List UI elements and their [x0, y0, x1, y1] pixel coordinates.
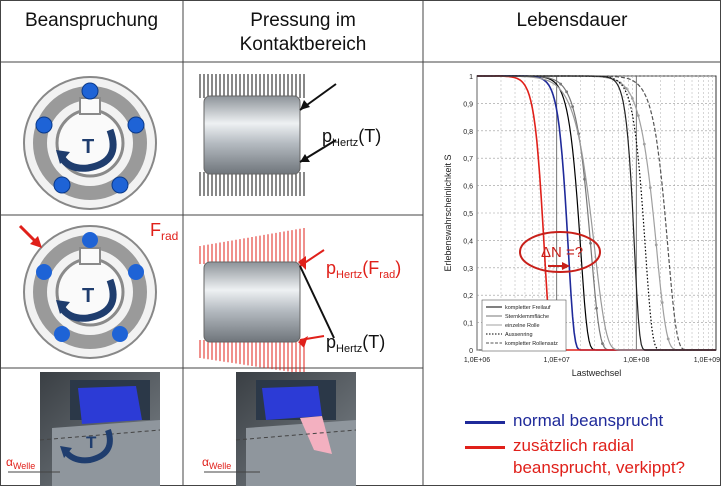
series-point [571, 105, 574, 109]
roller-ball [36, 264, 52, 280]
roller-ball [53, 176, 71, 194]
delta-n-annotation [519, 231, 601, 273]
header-lebensdauer: Lebensdauer [516, 10, 628, 31]
x-tick-label: 1,0E+07 [544, 357, 570, 364]
roller-ball [54, 326, 70, 342]
survival-chart: 0 0,1 0,2 0,3 0,4 0,5 0,6 0,7 0,8 0,9 1 1,0E+06 1,0E… [443, 74, 720, 378]
roller-pressure-normal [199, 74, 337, 196]
torque-arrow-icon [59, 278, 117, 322]
roller-ball [111, 176, 129, 194]
y-tick-label: 0,8 [463, 129, 473, 136]
y-tick-label: 0,7 [463, 156, 473, 163]
y-tick-label: 0,3 [463, 266, 473, 273]
legend-normal-swatch [465, 421, 505, 424]
p-hertz-t-label-top: pHertz(T) [322, 126, 381, 149]
roller-ball [127, 116, 145, 134]
chart-legend-entry: kompletter Freilauf [505, 305, 551, 311]
roller-ball [82, 232, 98, 248]
torque-label: T [82, 136, 94, 158]
series-point [559, 82, 563, 86]
legend-normal-text: normal beansprucht [513, 411, 664, 430]
f-rad-label: Frad [150, 220, 178, 243]
y-tick-label: 0,9 [463, 101, 473, 108]
torque-label: T [86, 433, 97, 452]
y-axis-label: Erlebenswahrscheinlichkeit S [443, 154, 453, 271]
roller-ball [112, 326, 128, 342]
roller-pressure-radial [199, 228, 335, 374]
header-beanspruchung: Beanspruchung [24, 10, 159, 31]
x-tick-label: 1,0E+08 [623, 357, 649, 364]
p-hertz-frad-label: pHertz(Frad) [326, 258, 401, 281]
series-point [624, 87, 628, 90]
torque-arrow-icon [63, 429, 113, 464]
legend-radial-text-2: beansprucht, verkippt? [513, 458, 685, 477]
series-point [565, 90, 569, 94]
series-point [595, 306, 598, 310]
legend-radial-swatch [465, 446, 505, 449]
roller-ball [128, 264, 144, 280]
p-hertz-t-label-bottom: pHertz(T) [326, 332, 385, 355]
chart-legend-entry: einzelne Rolle [505, 323, 540, 329]
torque-arrow-icon [59, 128, 117, 172]
x-axis-label: Lastwechsel [572, 368, 622, 378]
y-tick-label: 0,2 [463, 293, 473, 300]
y-tick-label: 0 [469, 348, 473, 355]
chart-legend-entry: Aussenring [505, 332, 533, 338]
header-pressung-line2: Kontaktbereich [239, 34, 367, 55]
y-tick-label: 0,4 [463, 238, 473, 245]
y-tick-label: 0,6 [463, 184, 473, 191]
section-normal [39, 372, 161, 486]
y-tick-label: 0,5 [463, 211, 473, 218]
alpha-welle-label: αWelle [202, 455, 231, 471]
bearing-normal [23, 76, 157, 210]
series-point [654, 243, 658, 247]
roller-ball [81, 82, 99, 100]
x-tick-label: 1,0E+06 [464, 357, 490, 364]
legend-radial-text-1: zusätzlich radial [513, 436, 634, 455]
series-point [666, 337, 670, 341]
chart-legend-entry: kompletter Rollensatz [505, 341, 558, 347]
roller-ball [35, 116, 53, 134]
torque-label: T [82, 285, 94, 307]
header-pressung-line1: Pressung im [250, 10, 356, 31]
bearing-radial [18, 224, 157, 359]
series-line [477, 75, 716, 351]
series-point [642, 142, 646, 146]
y-tick-label: 0,1 [463, 321, 473, 328]
y-tick-label: 1 [469, 74, 473, 81]
x-tick-label: 1,0E+09 [694, 357, 720, 364]
series-point [636, 114, 640, 118]
chart-legend-entry: Sternklemmfläche [505, 314, 549, 320]
series-point [648, 186, 652, 190]
series-point [660, 301, 664, 304]
series-point [589, 241, 592, 245]
section-radial [235, 372, 357, 486]
delta-n-label: ΔN =? [541, 244, 583, 261]
series-point [630, 97, 634, 100]
alpha-welle-label: αWelle [6, 455, 35, 471]
series-point [601, 342, 604, 345]
series-point [583, 177, 586, 181]
